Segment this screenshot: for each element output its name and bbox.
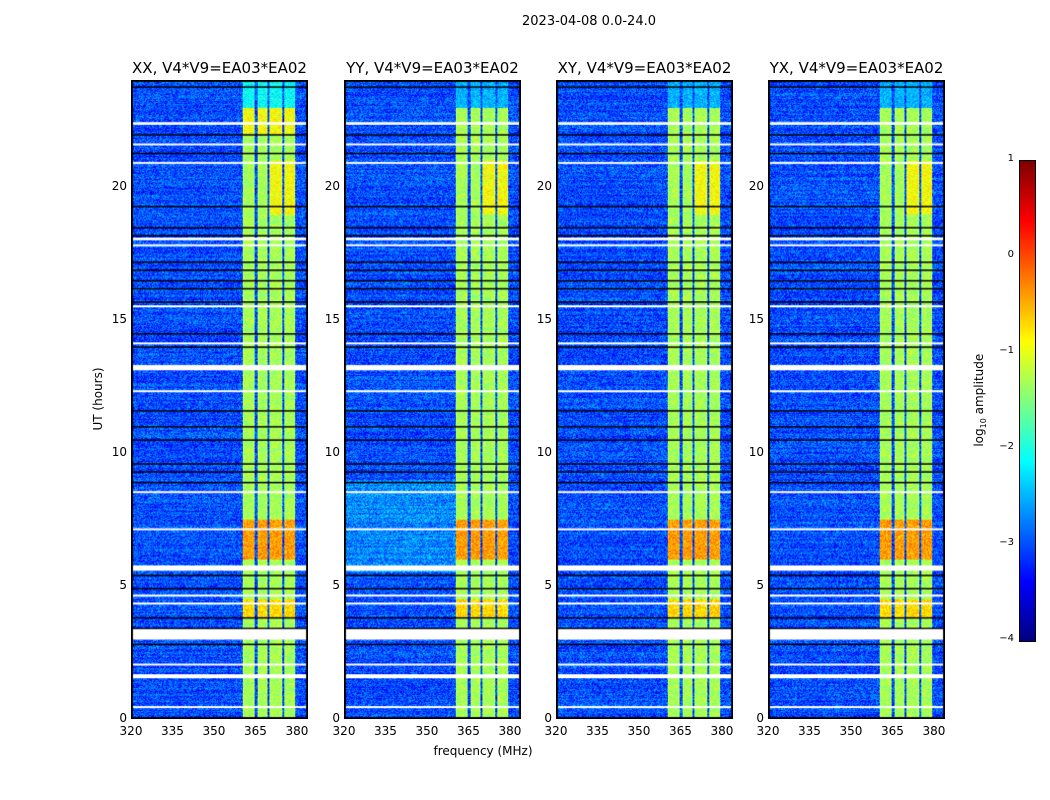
x-tick-label: 380: [498, 724, 522, 738]
x-tick-label: 320: [756, 724, 780, 738]
y-tick-label: 10: [324, 444, 340, 459]
colorbar-label-rest: amplitude: [971, 353, 986, 419]
y-tick-label: 5: [756, 577, 764, 592]
y-tick-label: 15: [748, 311, 764, 326]
x-tick-label: 365: [881, 724, 904, 738]
y-tick-label: 5: [544, 577, 552, 592]
y-tick-label: 10: [748, 444, 764, 459]
y-tick-label: 10: [111, 444, 127, 459]
colorbar-label-sub: 10: [979, 418, 989, 429]
x-tick-label: 365: [244, 724, 267, 738]
x-tick-label: 365: [669, 724, 692, 738]
x-tick-label: 335: [798, 724, 821, 738]
y-tick-label: 5: [332, 577, 340, 592]
y-tick-label: 15: [536, 311, 552, 326]
y-tick-label: 15: [111, 311, 127, 326]
x-tick-label: 320: [544, 724, 568, 738]
x-tick-label: 350: [839, 724, 863, 738]
colorbar-tick-label: 1: [1007, 153, 1014, 164]
x-tick-label: 350: [627, 724, 651, 738]
x-tick-label: 380: [285, 724, 309, 738]
x-tick-label: 335: [586, 724, 609, 738]
colorbar-label: log10 amplitude: [972, 340, 988, 460]
x-axis-label: frequency (MHz): [433, 744, 533, 758]
x-tick-label: 320: [332, 724, 356, 738]
heatmap-panel-2: [556, 80, 733, 719]
panel-title: YY, V4*V9=EA03*EA02: [346, 59, 519, 77]
y-tick-label: 20: [536, 178, 552, 193]
colorbar-tick-label: −4: [999, 633, 1014, 644]
y-tick-label: 0: [544, 711, 552, 725]
y-axis-label: UT (hours): [91, 367, 105, 431]
colorbar-tick-label: −1: [999, 345, 1014, 356]
y-tick-label: 5: [119, 577, 127, 592]
y-tick-label: 10: [536, 444, 552, 459]
colorbar-label-base: log: [971, 428, 986, 447]
x-tick-label: 350: [202, 724, 226, 738]
y-tick-label: 20: [748, 178, 764, 193]
colorbar: [1019, 160, 1036, 642]
figure-title: 2023-04-08 0.0-24.0: [522, 14, 656, 29]
heatmap-panel-3: [768, 80, 945, 719]
x-tick-label: 380: [922, 724, 946, 738]
panel-title: XY, V4*V9=EA03*EA02: [557, 59, 732, 77]
colorbar-tick-label: 0: [1007, 249, 1014, 260]
x-tick-label: 365: [457, 724, 480, 738]
y-tick-label: 20: [111, 178, 127, 193]
y-tick-label: 0: [756, 711, 764, 725]
colorbar-tick-label: −3: [999, 537, 1014, 548]
y-tick-label: 0: [119, 711, 127, 725]
y-tick-label: 0: [332, 711, 340, 725]
x-tick-label: 335: [161, 724, 184, 738]
x-tick-label: 350: [415, 724, 439, 738]
x-tick-label: 320: [119, 724, 143, 738]
panel-title: XX, V4*V9=EA03*EA02: [132, 59, 307, 77]
x-tick-label: 335: [374, 724, 397, 738]
heatmap-panel-1: [344, 80, 521, 719]
y-tick-label: 20: [324, 178, 340, 193]
x-tick-label: 380: [710, 724, 734, 738]
colorbar-tick-label: −2: [999, 441, 1014, 452]
heatmap-panel-0: [131, 80, 308, 719]
panel-title: YX, V4*V9=EA03*EA02: [769, 59, 944, 77]
y-tick-label: 15: [324, 311, 340, 326]
